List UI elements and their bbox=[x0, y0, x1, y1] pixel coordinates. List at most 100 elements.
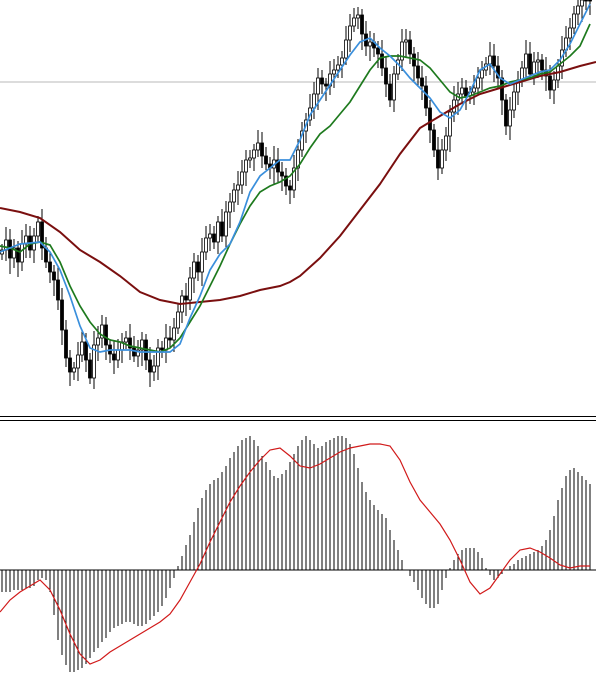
candle-body bbox=[240, 171, 244, 186]
candle-body bbox=[264, 155, 268, 165]
candle-body bbox=[256, 142, 260, 151]
candle-body bbox=[540, 59, 544, 71]
ma-mid-line bbox=[0, 23, 591, 353]
candle-body bbox=[316, 77, 320, 95]
candle-body bbox=[400, 41, 404, 61]
candle-body bbox=[56, 279, 60, 301]
candle-body bbox=[104, 324, 108, 346]
candle-body bbox=[40, 221, 44, 249]
candle-body bbox=[132, 347, 136, 357]
candle-body bbox=[408, 39, 412, 55]
ma-slow-line bbox=[0, 61, 596, 306]
candle-body bbox=[276, 159, 280, 173]
candle-body bbox=[52, 271, 56, 281]
candle-body bbox=[376, 47, 380, 55]
candle-body bbox=[200, 251, 204, 273]
candle-body bbox=[344, 39, 348, 59]
candle-body bbox=[236, 184, 240, 191]
candle-body bbox=[392, 73, 396, 101]
candle-body bbox=[36, 221, 40, 237]
oscillator-signal-line bbox=[0, 443, 590, 665]
candle-body bbox=[148, 359, 152, 373]
candle-body bbox=[60, 299, 64, 331]
candle-body bbox=[568, 27, 572, 39]
candle-body bbox=[220, 221, 224, 237]
candle-body bbox=[588, 0, 592, 2]
candle-body bbox=[204, 237, 208, 253]
candle-body bbox=[248, 157, 252, 161]
candle-body bbox=[508, 109, 512, 127]
candle-body bbox=[20, 243, 24, 263]
candle-body bbox=[444, 135, 448, 151]
candle-body bbox=[476, 77, 480, 89]
candle-body bbox=[216, 221, 220, 243]
candle-body bbox=[428, 107, 432, 131]
candle-body bbox=[412, 53, 416, 67]
candle-body bbox=[172, 327, 176, 341]
candle-body bbox=[88, 359, 92, 379]
candle-body bbox=[72, 367, 76, 373]
candle-body bbox=[152, 365, 156, 373]
candle-body bbox=[360, 14, 364, 35]
candle-body bbox=[404, 39, 408, 43]
candle-body bbox=[548, 75, 552, 91]
candle-body bbox=[388, 83, 392, 101]
candle-body bbox=[320, 77, 324, 85]
candle-body bbox=[416, 65, 420, 79]
candle-body bbox=[280, 171, 284, 177]
candle-body bbox=[572, 13, 576, 29]
candle-body bbox=[136, 349, 140, 357]
candle-body bbox=[324, 83, 328, 87]
candle-body bbox=[96, 337, 100, 346]
candle-body bbox=[124, 337, 128, 343]
candle-body bbox=[460, 87, 464, 95]
candle-body bbox=[448, 111, 452, 137]
candle-body bbox=[512, 91, 516, 111]
candle-body bbox=[336, 64, 340, 71]
candle-body bbox=[528, 53, 532, 75]
candle-body bbox=[576, 5, 580, 15]
candle-body bbox=[384, 67, 388, 85]
candle-body bbox=[420, 77, 424, 87]
candle-body bbox=[64, 329, 68, 359]
candle-body bbox=[68, 357, 72, 373]
candle-body bbox=[80, 341, 84, 356]
candle-body bbox=[168, 337, 172, 341]
candle-body bbox=[584, 0, 588, 2]
candle-body bbox=[488, 55, 492, 65]
candle-body bbox=[252, 149, 256, 159]
candle-body bbox=[492, 55, 496, 67]
candle-body bbox=[536, 59, 540, 63]
candle-body bbox=[472, 87, 476, 93]
candle-body bbox=[340, 57, 344, 66]
candle-body bbox=[156, 347, 160, 367]
candle-body bbox=[260, 142, 264, 157]
candle-body bbox=[92, 344, 96, 379]
candle-body bbox=[192, 261, 196, 279]
candle-body bbox=[440, 149, 444, 169]
candle-body bbox=[232, 189, 236, 203]
candle-body bbox=[380, 53, 384, 69]
candle-body bbox=[480, 69, 484, 79]
candle-body bbox=[196, 261, 200, 273]
candle-body bbox=[532, 61, 536, 75]
candle-body bbox=[16, 247, 20, 263]
candle-body bbox=[552, 79, 556, 91]
candle-body bbox=[524, 53, 528, 69]
candle-body bbox=[116, 349, 120, 361]
candle-body bbox=[296, 149, 300, 169]
candle-body bbox=[76, 354, 80, 369]
candle-body bbox=[500, 77, 504, 101]
candle-body bbox=[208, 233, 212, 239]
candle-body bbox=[164, 337, 168, 351]
candle-body bbox=[176, 311, 180, 329]
candle-body bbox=[244, 159, 248, 173]
candle-body bbox=[436, 149, 440, 169]
candle-body bbox=[288, 185, 292, 191]
candle-body bbox=[48, 261, 52, 273]
candle-body bbox=[352, 17, 356, 27]
candle-body bbox=[580, 0, 584, 7]
candle-body bbox=[112, 353, 116, 361]
candle-body bbox=[396, 59, 400, 75]
candle-body bbox=[424, 85, 428, 109]
